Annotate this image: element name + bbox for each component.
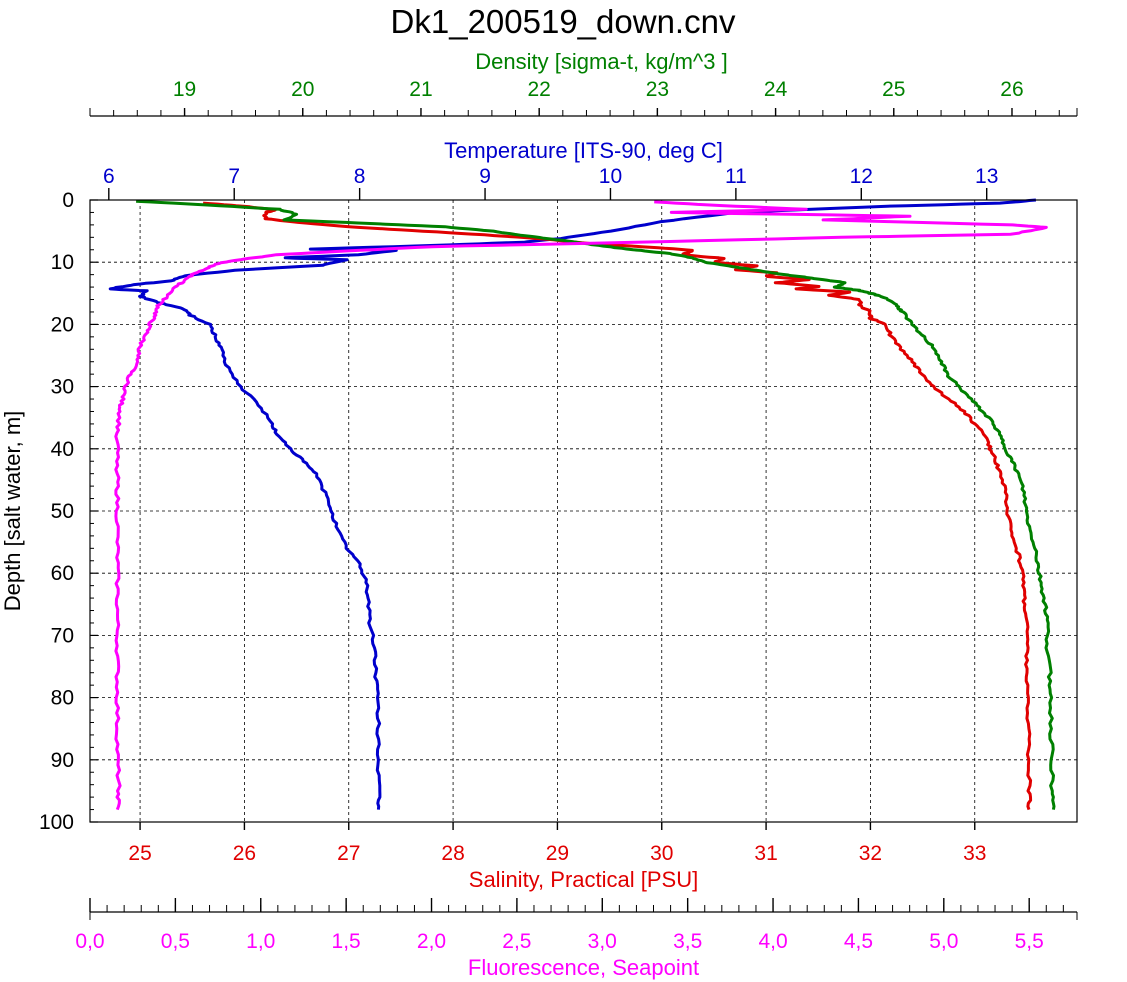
temperature-axis-label: Temperature [ITS-90, deg C]: [444, 138, 723, 163]
fluorescence-tick-label: 2,5: [502, 930, 531, 953]
temperature-tick-label: 10: [599, 165, 622, 188]
fluorescence-tick-label: 3,0: [588, 930, 617, 953]
density-tick-label: 23: [646, 78, 669, 101]
y-tick-label: 50: [51, 500, 74, 523]
temperature-tick-label: 12: [850, 165, 873, 188]
temperature-tick-label: 11: [725, 165, 747, 188]
y-tick-label: 80: [51, 687, 74, 710]
density-tick-label: 19: [173, 78, 196, 101]
y-tick-label: 60: [51, 562, 74, 585]
fluorescence-tick-label: 4,5: [844, 930, 873, 953]
fluorescence-tick-label: 0,5: [161, 930, 190, 953]
density-tick-label: 24: [764, 78, 788, 101]
salinity-tick-label: 28: [441, 842, 464, 865]
fluorescence-tick-label: 3,5: [673, 930, 702, 953]
salinity-tick-label: 31: [754, 842, 777, 865]
salinity-tick-label: 26: [233, 842, 256, 865]
y-tick-label: 70: [51, 624, 74, 647]
y-tick-label: 10: [51, 251, 74, 274]
y-tick-label: 20: [51, 313, 74, 336]
salinity-tick-label: 32: [859, 842, 882, 865]
fluorescence-tick-label: 1,5: [332, 930, 361, 953]
y-tick-label: 30: [51, 376, 74, 399]
salinity-axis-label: Salinity, Practical [PSU]: [469, 867, 698, 892]
density-axis-label: Density [sigma-t, kg/m^3 ]: [475, 49, 727, 74]
y-tick-label: 40: [51, 438, 74, 461]
density-tick-label: 21: [409, 78, 432, 101]
fluorescence-tick-label: 4,0: [758, 930, 787, 953]
fluorescence-axis-label: Fluorescence, Seapoint: [468, 955, 699, 980]
density-series-line: [136, 199, 1056, 810]
grid-lines: [90, 200, 1077, 822]
y-tick-label: 100: [39, 811, 74, 834]
density-tick-label: 20: [291, 78, 314, 101]
salinity-tick-label: 27: [337, 842, 360, 865]
data-series: [108, 198, 1056, 811]
fluorescence-series-line: [114, 200, 1048, 811]
density-tick-label: 22: [527, 78, 550, 101]
fluorescence-tick-label: 5,0: [929, 930, 958, 953]
temperature-tick-label: 8: [354, 165, 366, 188]
salinity-tick-label: 29: [546, 842, 569, 865]
fluorescence-tick-label: 2,0: [417, 930, 446, 953]
temperature-series-line: [108, 198, 1037, 810]
y-tick-label: 90: [51, 749, 74, 772]
axes: 0 10 20 30 40 50 60 70 80 90 100 Depth [salt water,…: [0, 49, 1078, 980]
density-tick-label: 25: [882, 78, 905, 101]
salinity-tick-label: 30: [650, 842, 673, 865]
fluorescence-tick-label: 0,0: [75, 930, 104, 953]
fluorescence-tick-label: 1,0: [246, 930, 275, 953]
fluorescence-tick-label: 5,5: [1015, 930, 1044, 953]
density-tick-label: 26: [1000, 78, 1023, 101]
temperature-tick-label: 9: [479, 165, 491, 188]
plot-frame: [89, 199, 1078, 823]
salinity-series-line: [202, 201, 1033, 811]
temperature-tick-label: 13: [975, 165, 998, 188]
temperature-tick-label: 6: [103, 165, 115, 188]
chart-title: Dk1_200519_down.cnv: [391, 3, 736, 40]
y-tick-label: 0: [62, 189, 74, 212]
temperature-tick-label: 7: [228, 165, 240, 188]
salinity-tick-label: 33: [963, 842, 986, 865]
y-axis-label: Depth [salt water, m]: [0, 411, 25, 612]
salinity-tick-label: 25: [128, 842, 151, 865]
